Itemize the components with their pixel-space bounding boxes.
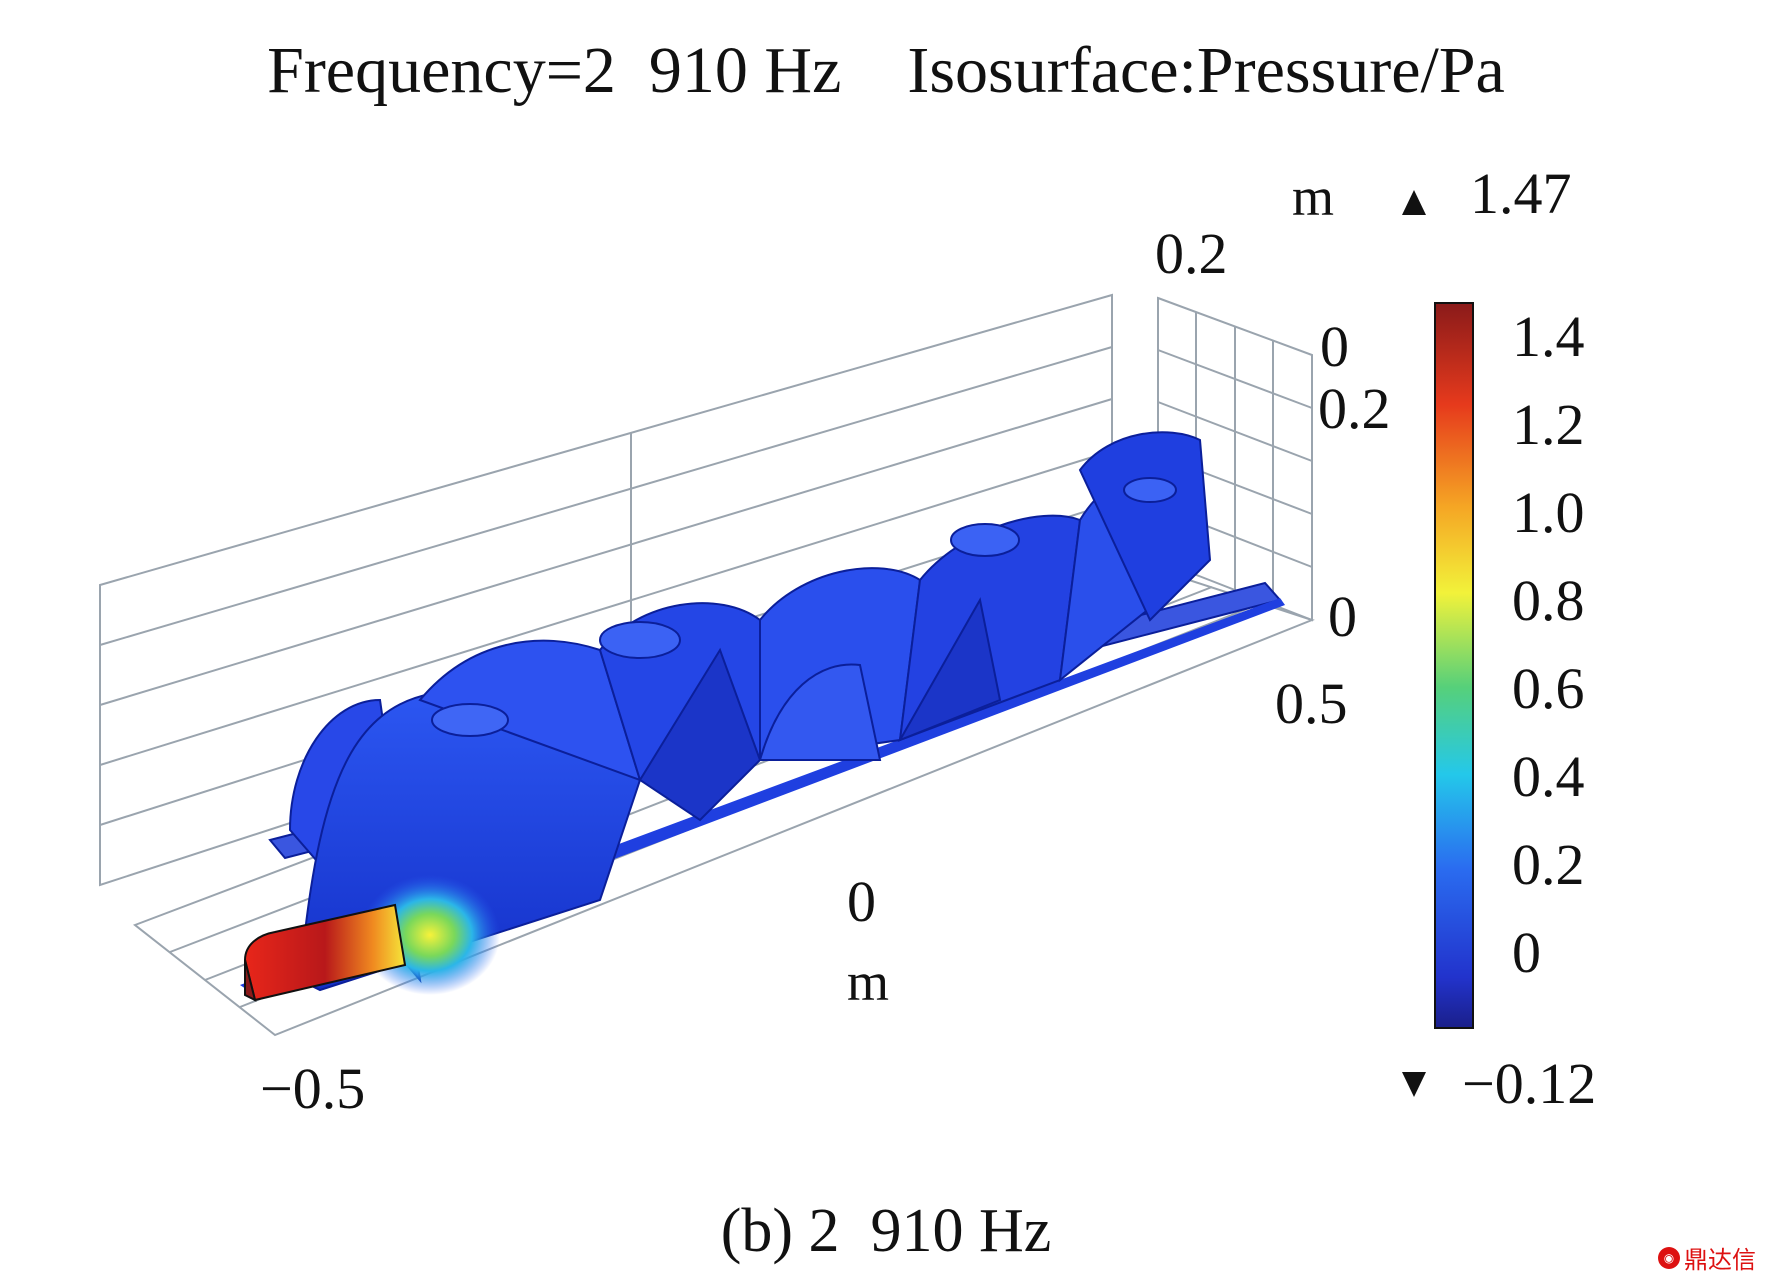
acoustic-source bbox=[243, 903, 407, 1002]
colorbar-tick: 0 bbox=[1512, 920, 1541, 985]
colorbar-tick: 0.2 bbox=[1512, 832, 1585, 897]
colorbar-max-arrow bbox=[1402, 190, 1426, 215]
watermark-logo-icon: ◉ bbox=[1658, 1246, 1680, 1269]
x-tick-mid: 0 bbox=[847, 869, 876, 934]
colorbar-tick: 1.0 bbox=[1512, 480, 1585, 545]
z-tick-top: 0.2 bbox=[1155, 221, 1228, 286]
colorbar-tick: 0.6 bbox=[1512, 656, 1585, 721]
colorbar-min-arrow bbox=[1402, 1072, 1426, 1097]
colorbar bbox=[1434, 302, 1474, 1029]
x-tick-left: −0.5 bbox=[260, 1056, 366, 1121]
colorbar-tick: 1.2 bbox=[1512, 392, 1585, 457]
z-tick-bottom: 0 bbox=[1328, 584, 1357, 649]
x-tick-right: 0.5 bbox=[1275, 671, 1348, 736]
figure-caption: (b) 2 910 Hz bbox=[720, 1197, 1052, 1265]
colorbar-tick: 1.4 bbox=[1512, 304, 1585, 369]
y-tick-0: 0 bbox=[1320, 314, 1349, 379]
watermark: ◉ 鼎达信 bbox=[1658, 1240, 1756, 1275]
y-tick-02: 0.2 bbox=[1318, 376, 1391, 441]
colorbar-max-label: 1.47 bbox=[1470, 161, 1572, 226]
colorbar-min-label: −0.12 bbox=[1462, 1051, 1597, 1116]
x-axis-unit: m bbox=[847, 952, 890, 1012]
z-axis-unit: m bbox=[1292, 167, 1335, 227]
colorbar-tick: 0.4 bbox=[1512, 744, 1585, 809]
colorbar-tick: 0.8 bbox=[1512, 568, 1585, 633]
plot-title: Frequency=2 910 Hz Isosurface:Pressure/P… bbox=[267, 34, 1505, 107]
watermark-text: 鼎达信 bbox=[1684, 1246, 1756, 1274]
